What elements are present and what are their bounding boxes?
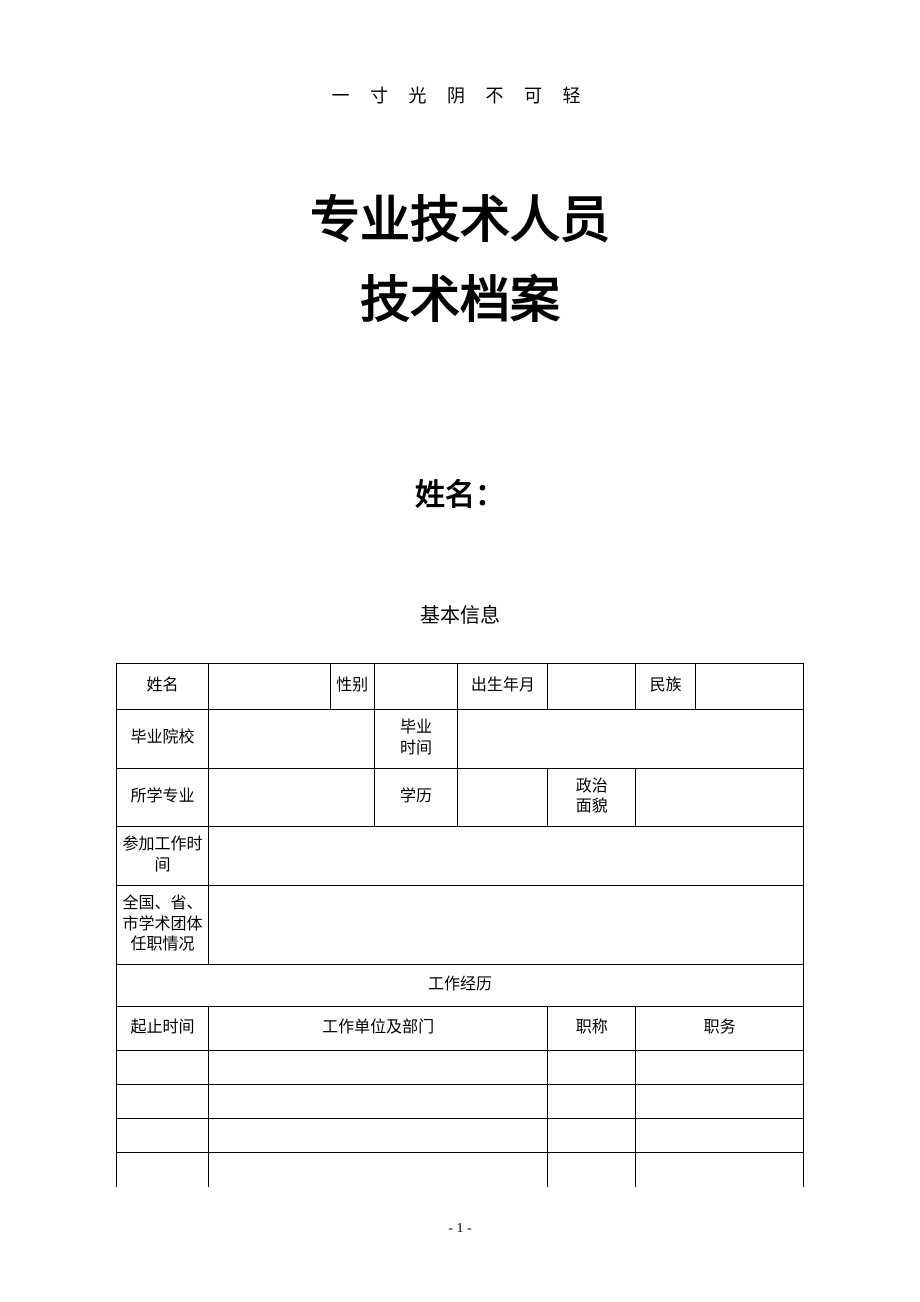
school-value-cell — [208, 710, 374, 769]
political-value-cell — [636, 768, 804, 827]
empty-cell — [208, 1119, 547, 1153]
gender-value-cell — [374, 664, 458, 710]
workstart-label-cell: 参加工作时 间 — [117, 827, 209, 886]
page-footer: - 1 - — [0, 1221, 920, 1237]
title-header-cell: 职称 — [548, 1007, 636, 1051]
birth-label-cell: 出生年月 — [458, 664, 548, 710]
workhistory-header-cell: 工作经历 — [117, 965, 804, 1007]
motto-text: 一 寸 光 阴 不 可 轻 — [332, 86, 589, 106]
table-row-7: 起止时间 工作单位及部门 职称 职务 — [117, 1007, 804, 1051]
name-label-cell: 姓名 — [117, 664, 209, 710]
name-field-label: 姓名： — [0, 470, 920, 514]
title-line-2: 技术档案 — [0, 260, 920, 340]
empty-cell — [548, 1153, 636, 1187]
table-row-3: 所学专业 学历 政治 面貌 — [117, 768, 804, 827]
academic-label-cell: 全国、省、 市学术团体 任职情况 — [117, 885, 209, 964]
table-row-empty-4 — [117, 1153, 804, 1187]
page-number: - 1 - — [448, 1221, 471, 1236]
empty-cell — [636, 1051, 804, 1085]
timerange-header-cell: 起止时间 — [117, 1007, 209, 1051]
table-row-empty-1 — [117, 1051, 804, 1085]
empty-cell — [636, 1153, 804, 1187]
table-row-empty-2 — [117, 1085, 804, 1119]
empty-cell — [548, 1051, 636, 1085]
table-row-6: 工作经历 — [117, 965, 804, 1007]
empty-cell — [548, 1085, 636, 1119]
empty-cell — [117, 1153, 209, 1187]
name-label-text: 姓名： — [415, 479, 505, 512]
empty-cell — [117, 1119, 209, 1153]
workunit-header-cell: 工作单位及部门 — [208, 1007, 547, 1051]
section-title: 基本信息 — [0, 599, 920, 628]
empty-cell — [636, 1119, 804, 1153]
school-label-cell: 毕业院校 — [117, 710, 209, 769]
academic-value-cell — [208, 885, 803, 964]
table-row-5: 全国、省、 市学术团体 任职情况 — [117, 885, 804, 964]
empty-cell — [548, 1119, 636, 1153]
table-row-4: 参加工作时 间 — [117, 827, 804, 886]
empty-cell — [117, 1051, 209, 1085]
gradtime-value-cell — [458, 710, 804, 769]
gender-label-cell: 性别 — [330, 664, 374, 710]
empty-cell — [208, 1051, 547, 1085]
position-header-cell: 职务 — [636, 1007, 804, 1051]
gradtime-label-cell: 毕业 时间 — [374, 710, 458, 769]
birth-value-cell — [548, 664, 636, 710]
section-title-text: 基本信息 — [420, 605, 500, 627]
empty-cell — [117, 1085, 209, 1119]
page-header: 一 寸 光 阴 不 可 轻 — [0, 0, 920, 108]
table-row-1: 姓名 性别 出生年月 民族 — [117, 664, 804, 710]
table-row-empty-3 — [117, 1119, 804, 1153]
title-line-1: 专业技术人员 — [0, 180, 920, 260]
education-value-cell — [458, 768, 548, 827]
empty-cell — [636, 1085, 804, 1119]
major-value-cell — [208, 768, 374, 827]
political-label-cell: 政治 面貌 — [548, 768, 636, 827]
table-row-2: 毕业院校 毕业 时间 — [117, 710, 804, 769]
major-label-cell: 所学专业 — [117, 768, 209, 827]
empty-cell — [208, 1153, 547, 1187]
education-label-cell: 学历 — [374, 768, 458, 827]
info-table: 姓名 性别 出生年月 民族 毕业院校 毕业 时间 所学专业 学历 政治 面貌 参… — [116, 663, 804, 1187]
ethnicity-label-cell: 民族 — [636, 664, 696, 710]
empty-cell — [208, 1085, 547, 1119]
workstart-value-cell — [208, 827, 803, 886]
ethnicity-value-cell — [696, 664, 804, 710]
main-title: 专业技术人员 技术档案 — [0, 180, 920, 340]
name-value-cell — [208, 664, 330, 710]
